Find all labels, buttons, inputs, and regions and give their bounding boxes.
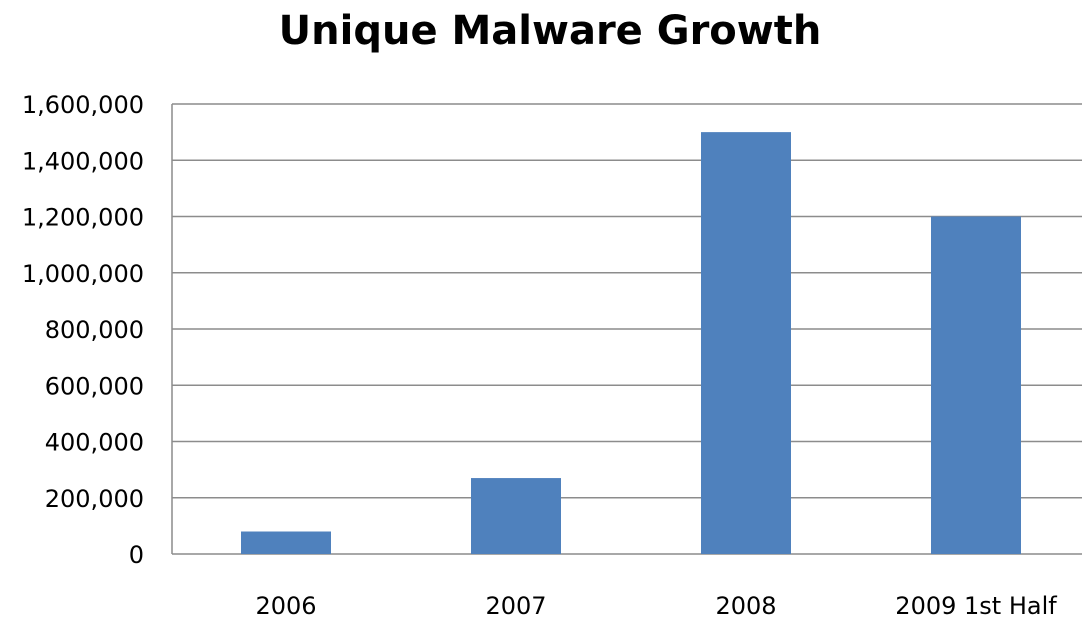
x-tick-label: 2008 [715, 592, 776, 620]
bar-1 [241, 531, 331, 554]
y-tick-label: 1,400,000 [22, 147, 144, 175]
y-tick-label: 1,000,000 [22, 260, 144, 288]
x-tick-label: 2006 [255, 592, 316, 620]
bar-2 [471, 478, 561, 554]
y-tick-label: 800,000 [45, 316, 144, 344]
y-tick-label: 1,600,000 [22, 91, 144, 119]
y-tick-label: 600,000 [45, 372, 144, 400]
x-tick-label: 2007 [485, 592, 546, 620]
chart-title: Unique Malware Growth [278, 8, 822, 54]
x-tick-label: 2009 1st Half [895, 592, 1057, 620]
y-tick-label: 0 [129, 541, 144, 569]
y-tick-label: 400,000 [45, 429, 144, 457]
bar-4 [931, 216, 1021, 554]
y-tick-label: 200,000 [45, 485, 144, 513]
y-tick-label: 1,200,000 [22, 204, 144, 232]
bar-3 [701, 132, 791, 554]
